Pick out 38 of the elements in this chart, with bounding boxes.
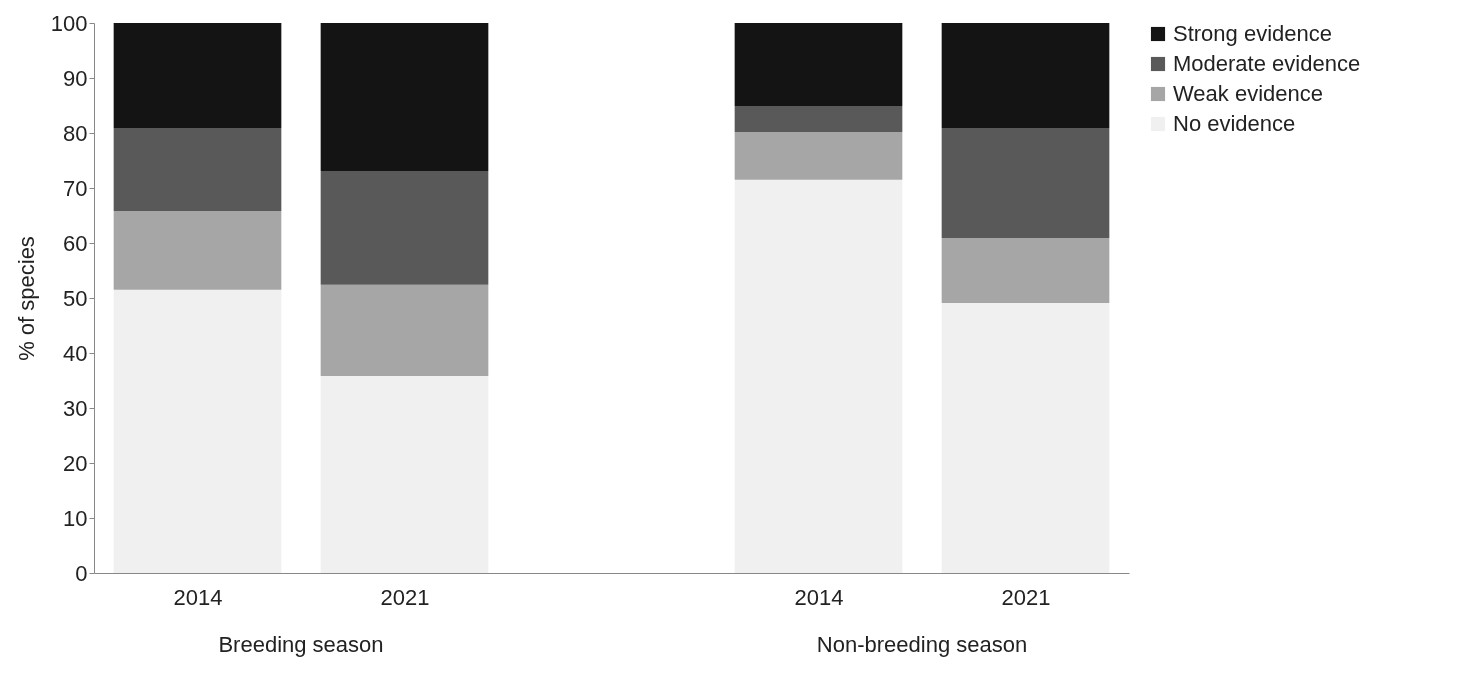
text: Breeding season: [218, 632, 384, 657]
bar: [113, 289, 282, 573]
y-tick-label: 90: [63, 65, 88, 91]
y-tick-label: 100: [50, 10, 88, 36]
y-axis-title: % of species: [13, 236, 39, 361]
bar: [113, 128, 282, 212]
y-tick-label: 0: [75, 560, 88, 586]
text: Non-breeding season: [816, 632, 1028, 657]
y-tick-label: 20: [63, 450, 88, 476]
bar: [113, 23, 282, 129]
y-tick-label: 10: [63, 505, 88, 531]
y-tick-label: 40: [63, 340, 88, 366]
bar: [941, 302, 1110, 573]
y-tick-label: 80: [63, 120, 88, 146]
bar: [941, 23, 1110, 129]
legend-label: Moderate evidence: [1173, 51, 1361, 76]
bar: [320, 170, 489, 285]
bar: [320, 23, 489, 171]
bar: [734, 131, 903, 180]
y-tick-label: 60: [63, 230, 88, 256]
y-tick-label: 30: [63, 395, 88, 421]
bar: [734, 23, 903, 107]
bar: [320, 284, 489, 377]
bar: [113, 211, 282, 290]
bar: [320, 376, 489, 573]
y-tick-label: 50: [63, 285, 88, 311]
legend-label: Strong evidence: [1173, 21, 1332, 46]
x-tick-label: 2021: [380, 584, 430, 610]
bar: [734, 106, 903, 132]
bar: [941, 128, 1110, 239]
y-tick-label: 70: [63, 175, 88, 201]
x-tick-label: 2014: [173, 584, 223, 610]
legend-label: Weak evidence: [1173, 81, 1324, 106]
legend-label: No evidence: [1173, 111, 1296, 136]
x-tick-label: 2014: [794, 584, 844, 610]
bar: [941, 238, 1110, 303]
x-tick-label: 2021: [1001, 584, 1051, 610]
bar: [734, 179, 903, 573]
